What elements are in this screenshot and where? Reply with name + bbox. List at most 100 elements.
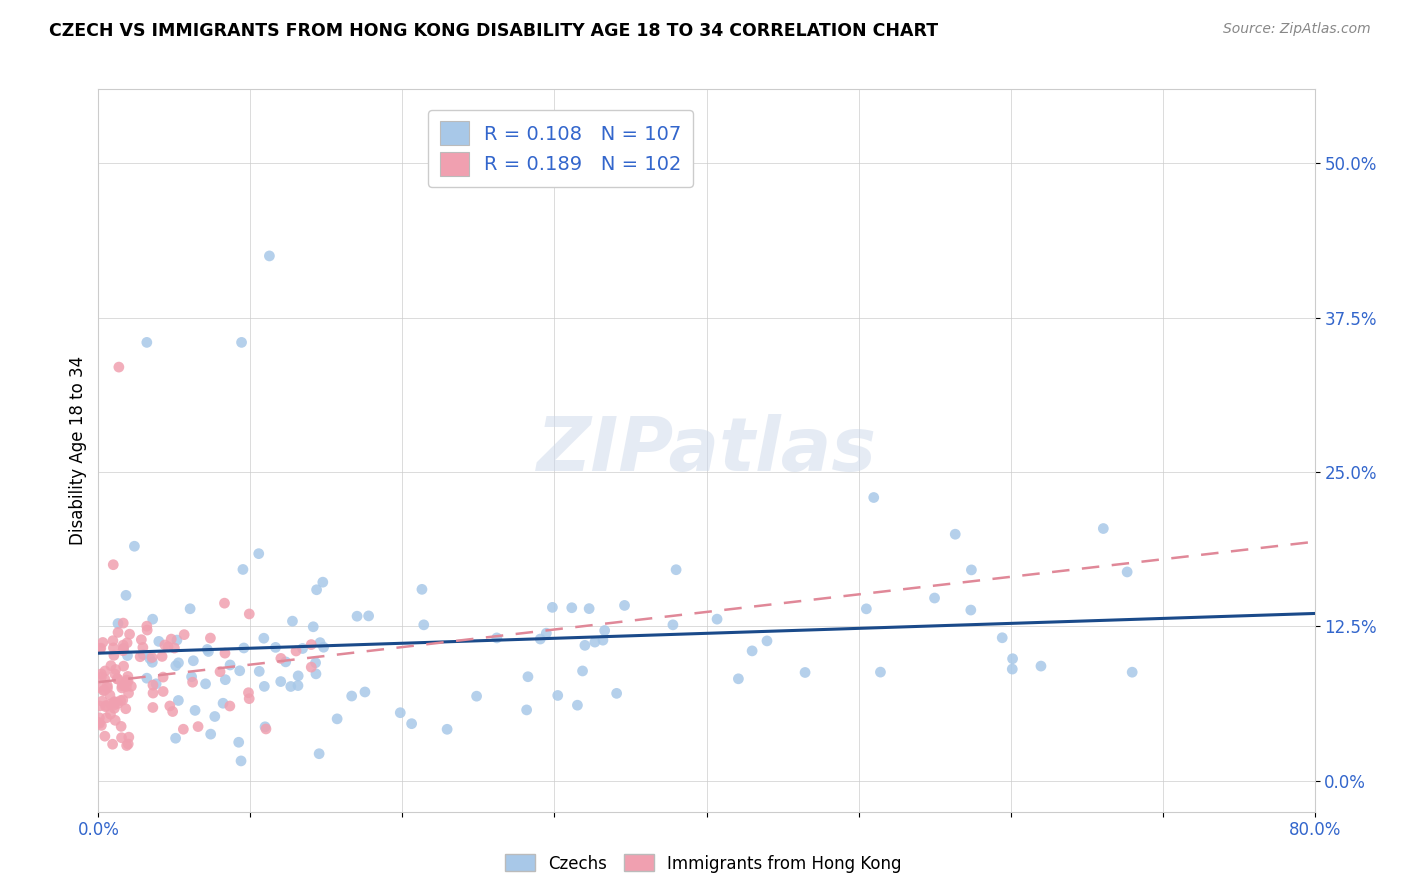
Point <box>924 591 946 605</box>
Point <box>308 747 330 761</box>
Point <box>141 655 163 669</box>
Point <box>304 656 326 670</box>
Point <box>112 638 135 652</box>
Point <box>93 683 115 698</box>
Point <box>89 641 111 656</box>
Point <box>94 729 117 743</box>
Point <box>153 638 176 652</box>
Point <box>299 638 322 652</box>
Point <box>465 689 488 703</box>
Point <box>312 575 335 590</box>
Point <box>103 695 125 709</box>
Point <box>111 644 134 658</box>
Point <box>117 737 139 751</box>
Point <box>132 640 155 655</box>
Point <box>346 609 368 624</box>
Point <box>184 703 207 717</box>
Point <box>90 718 112 732</box>
Point <box>1001 662 1024 676</box>
Point <box>578 601 600 615</box>
Point <box>389 706 412 720</box>
Point <box>94 672 117 686</box>
Point <box>270 651 292 665</box>
Point <box>103 701 125 715</box>
Point <box>90 670 112 684</box>
Point <box>115 673 138 687</box>
Point <box>1029 659 1052 673</box>
Point <box>253 679 276 693</box>
Point <box>214 646 236 660</box>
Point <box>139 651 162 665</box>
Point <box>197 644 219 658</box>
Point <box>536 626 558 640</box>
Point <box>166 633 188 648</box>
Point <box>305 666 328 681</box>
Text: ZIPatlas: ZIPatlas <box>537 414 876 487</box>
Point <box>96 679 118 693</box>
Point <box>516 703 538 717</box>
Point <box>152 684 174 698</box>
Point <box>326 712 349 726</box>
Point <box>665 563 688 577</box>
Point <box>194 677 217 691</box>
Point <box>281 614 304 628</box>
Point <box>991 631 1014 645</box>
Point <box>592 633 614 648</box>
Point <box>862 491 884 505</box>
Point <box>112 641 135 656</box>
Point <box>120 679 142 693</box>
Point <box>593 624 616 638</box>
Point <box>93 683 115 698</box>
Point <box>112 616 135 631</box>
Point <box>287 679 309 693</box>
Point <box>547 689 569 703</box>
Point <box>101 633 124 648</box>
Point <box>264 640 287 655</box>
Point <box>98 688 121 702</box>
Point <box>104 667 127 681</box>
Point <box>107 625 129 640</box>
Point <box>87 681 110 695</box>
Point <box>340 689 363 703</box>
Point <box>516 670 538 684</box>
Point <box>115 739 138 753</box>
Point <box>165 731 187 746</box>
Point <box>253 632 276 646</box>
Point <box>103 648 125 663</box>
Point <box>1001 651 1024 665</box>
Point <box>89 716 111 731</box>
Point <box>150 649 173 664</box>
Legend: Czechs, Immigrants from Hong Kong: Czechs, Immigrants from Hong Kong <box>498 847 908 880</box>
Point <box>567 698 589 713</box>
Point <box>357 608 380 623</box>
Point <box>401 716 423 731</box>
Point <box>238 686 260 700</box>
Point <box>100 658 122 673</box>
Point <box>90 667 112 681</box>
Point <box>94 698 117 713</box>
Point <box>173 627 195 641</box>
Point <box>259 249 281 263</box>
Point <box>89 711 111 725</box>
Point <box>302 620 325 634</box>
Y-axis label: Disability Age 18 to 34: Disability Age 18 to 34 <box>69 356 87 545</box>
Point <box>165 658 187 673</box>
Point <box>162 705 184 719</box>
Point <box>254 720 277 734</box>
Legend: R = 0.108   N = 107, R = 0.189   N = 102: R = 0.108 N = 107, R = 0.189 N = 102 <box>427 110 693 187</box>
Point <box>111 679 134 693</box>
Point <box>118 627 141 641</box>
Point <box>613 599 636 613</box>
Point <box>238 607 260 621</box>
Point <box>285 644 308 658</box>
Point <box>180 670 202 684</box>
Point <box>943 527 966 541</box>
Point <box>100 697 122 711</box>
Point <box>1092 522 1115 536</box>
Point <box>541 600 564 615</box>
Point <box>1121 665 1143 680</box>
Point <box>104 714 127 728</box>
Point <box>727 672 749 686</box>
Point <box>114 702 136 716</box>
Point <box>107 616 129 631</box>
